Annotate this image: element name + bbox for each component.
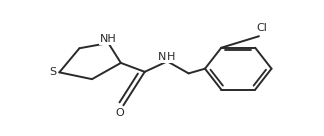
Text: Cl: Cl: [256, 23, 267, 33]
Text: N: N: [158, 52, 167, 62]
Text: NH: NH: [100, 34, 117, 44]
Text: H: H: [167, 52, 175, 62]
Text: O: O: [115, 108, 124, 118]
Text: S: S: [49, 67, 56, 77]
